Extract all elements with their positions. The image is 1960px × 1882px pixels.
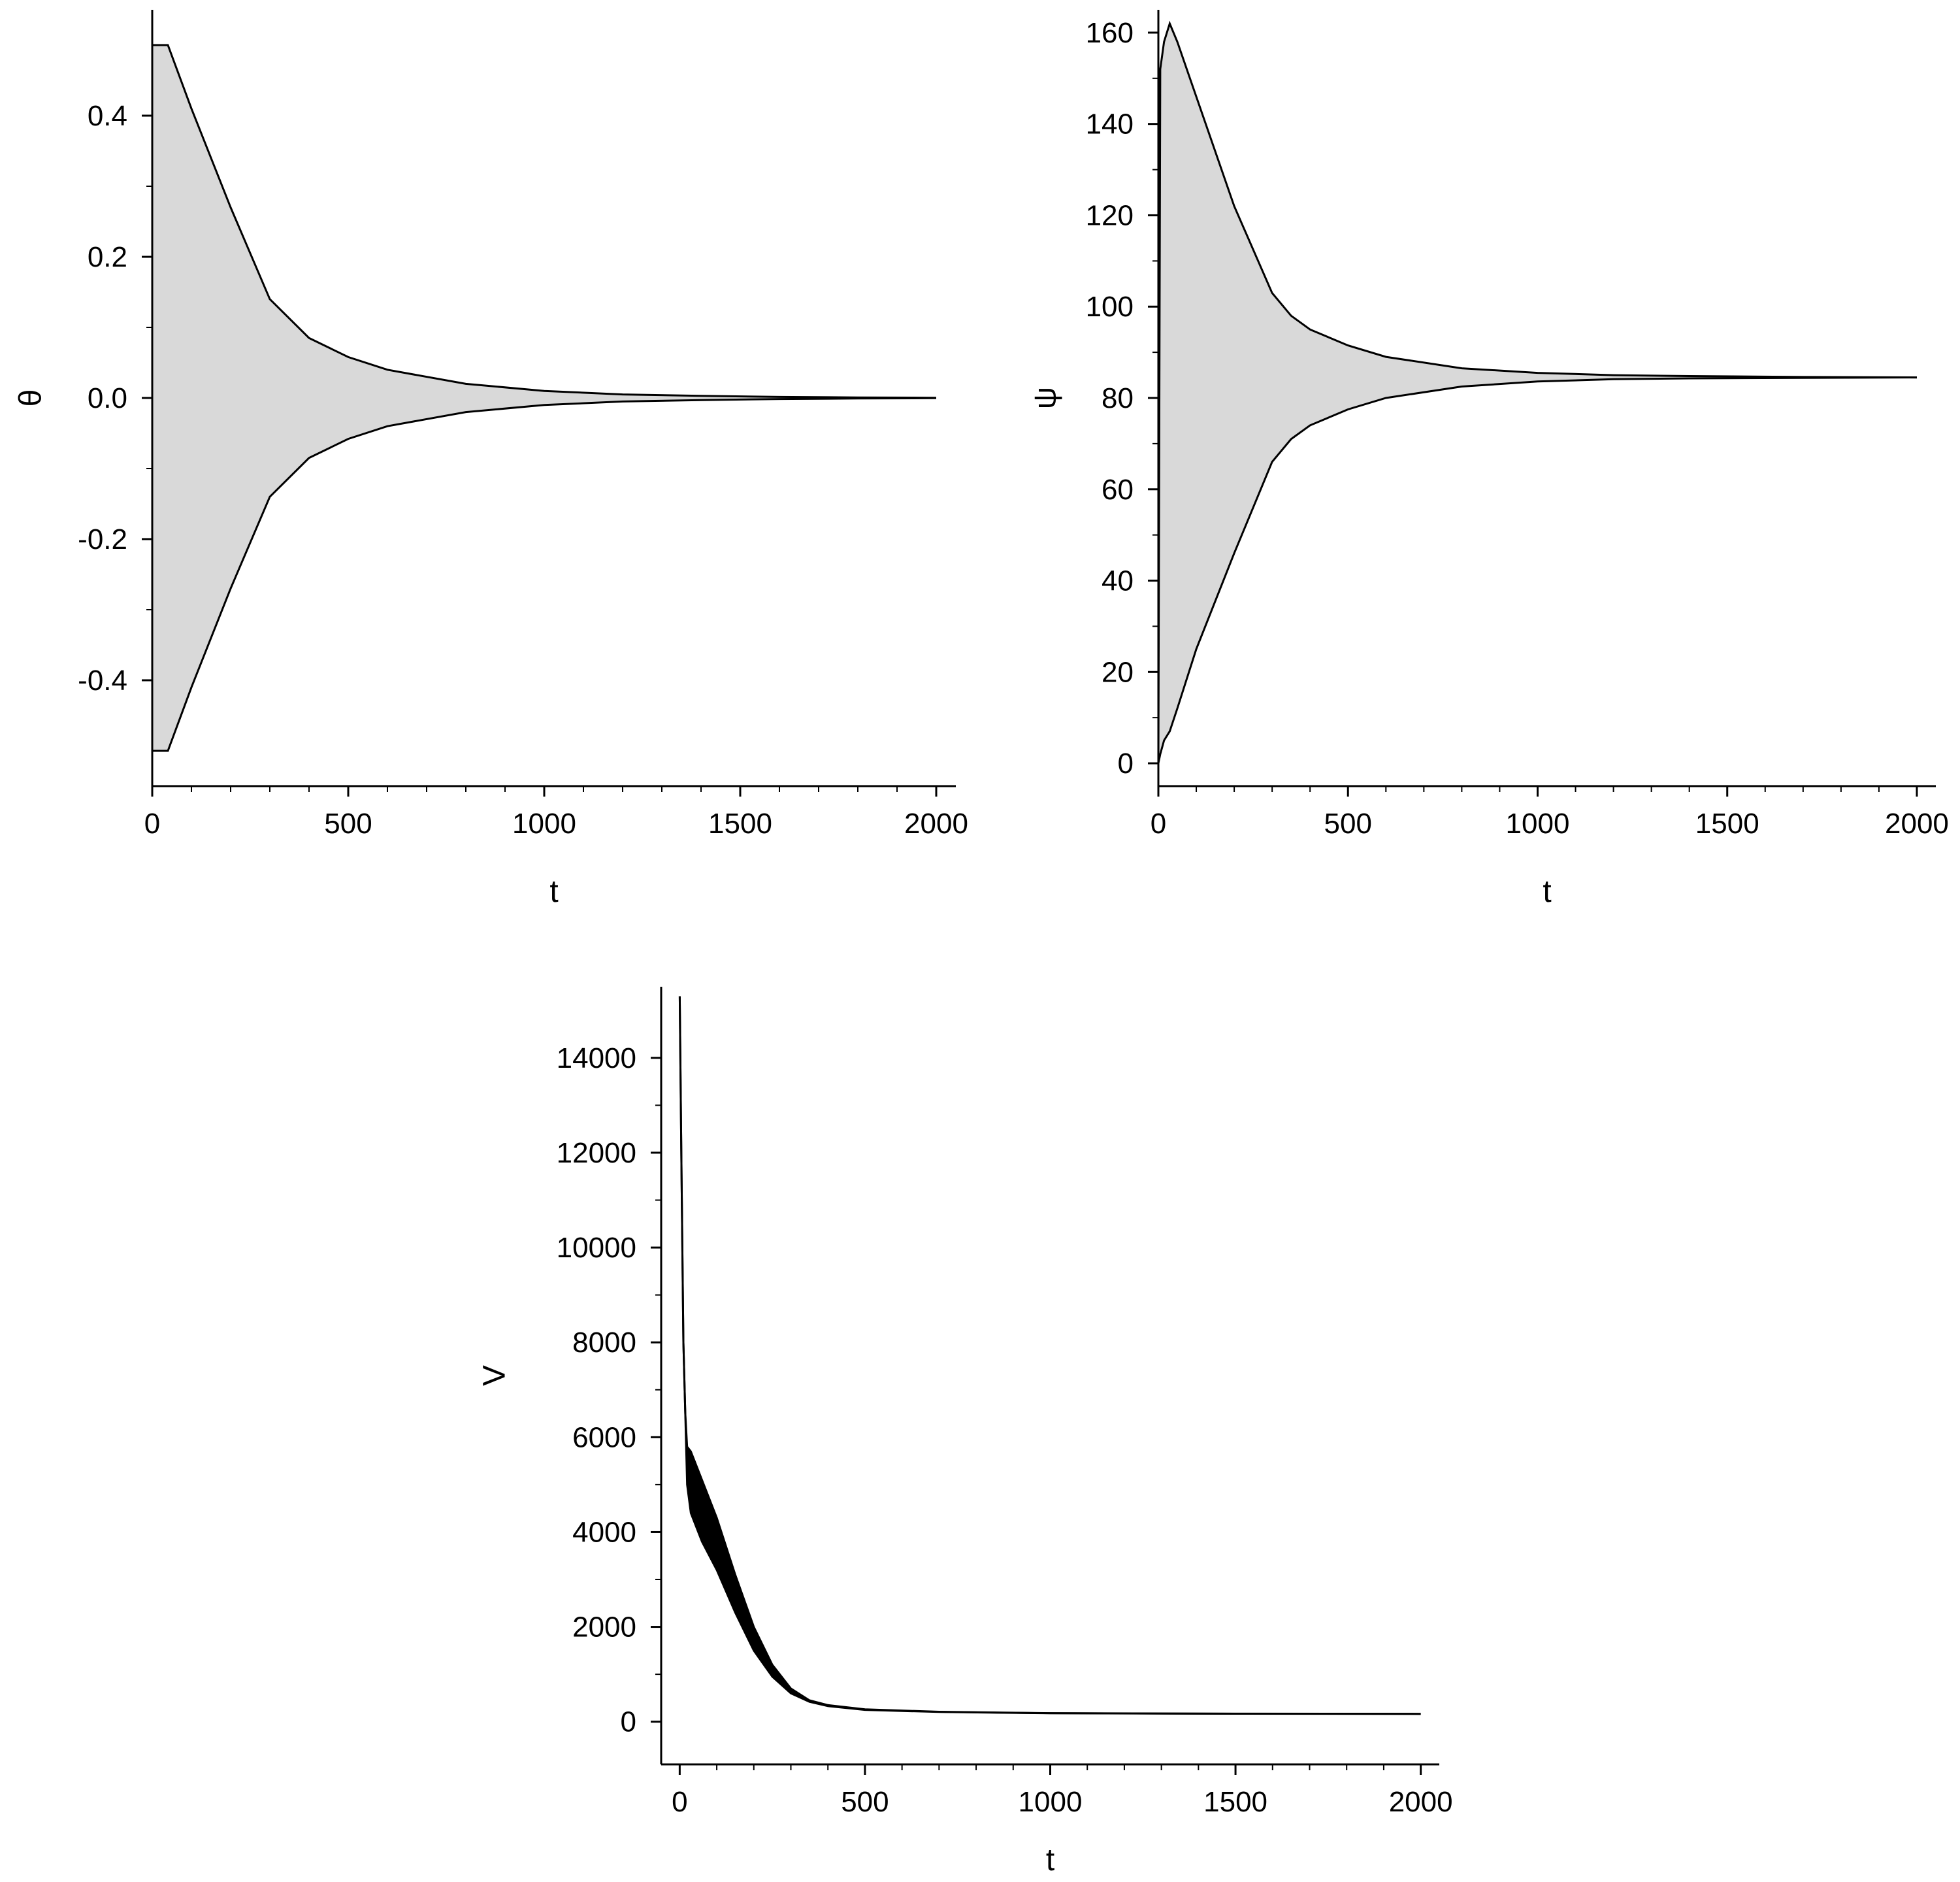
V-y-axis-title: V: [478, 1365, 512, 1386]
theta-x-tick-label: 1500: [708, 808, 772, 840]
psi-x-tick-label: 2000: [1885, 808, 1949, 840]
psi-x-tick-label: 1500: [1695, 808, 1759, 840]
V-x-tick-label: 500: [841, 1786, 889, 1818]
psi-y-tick-label: 120: [1086, 199, 1134, 231]
theta-x-axis-title: t: [549, 874, 558, 909]
psi-y-tick-label: 140: [1086, 108, 1134, 140]
V-y-tick-label: 0: [621, 1706, 636, 1738]
theta-panel: 0 500 1000 1500 2000 -0.4 -0.2 0.0 0.2 0.4 t θ: [14, 10, 968, 909]
psi-lower-envelope-line: [1157, 376, 1918, 764]
V-y-tick-label: 12000: [557, 1137, 636, 1169]
psi-x-tick-label: 500: [1324, 808, 1372, 840]
theta-y-tick-label: 0.2: [88, 241, 127, 273]
psi-y-tick-label: 0: [1118, 748, 1134, 780]
theta-y-tick-label: 0.0: [88, 382, 127, 414]
psi-x-axis-title: t: [1543, 874, 1551, 909]
V-y-tick-label: 4000: [572, 1516, 636, 1548]
V-envelope-band: [679, 996, 1421, 1714]
V-x-axis-title: t: [1046, 1843, 1054, 1877]
V-x-tick-label: 1500: [1203, 1786, 1267, 1818]
V-y-tick-label: 14000: [557, 1042, 636, 1074]
theta-y-axis-title: θ: [14, 389, 48, 407]
psi-y-tick-label: 20: [1102, 656, 1134, 688]
theta-x-tick-label: 1000: [512, 808, 576, 840]
psi-x-tick-label: 1000: [1506, 808, 1570, 840]
psi-panel: 0 500 1000 1500 2000 0 20 40 60 80 100 120 140 160 t ψ: [1028, 10, 1949, 909]
psi-envelope-band: [1158, 24, 1917, 764]
V-x-tick-label: 1000: [1019, 1786, 1083, 1818]
psi-y-tick-label: 80: [1102, 382, 1134, 414]
V-y-tick-label: 10000: [557, 1232, 636, 1264]
V-x-tick-label: 0: [672, 1786, 687, 1818]
V-y-tick-label: 6000: [572, 1421, 636, 1453]
v-panel: 0 500 1000 1500 2000 0 2000 4000 6000 8000 10000 12…: [478, 987, 1453, 1877]
theta-upper-envelope-line: [152, 44, 937, 399]
theta-x-tick-label: 2000: [904, 808, 968, 840]
theta-y-tick-label: -0.4: [78, 665, 127, 697]
theta-x-tick-label: 500: [324, 808, 372, 840]
theta-y-tick-label: -0.2: [78, 523, 127, 555]
psi-y-tick-label: 60: [1102, 474, 1134, 506]
psi-upper-envelope-line: [1157, 20, 1918, 764]
psi-y-tick-label: 40: [1102, 565, 1134, 597]
V-x-tick-label: 2000: [1389, 1786, 1453, 1818]
theta-lower-envelope-line: [152, 397, 937, 752]
theta-envelope-band: [152, 45, 936, 751]
psi-y-tick-label: 100: [1086, 291, 1134, 323]
psi-y-axis-title: ψ: [1028, 387, 1063, 409]
theta-y-tick-label: 0.4: [88, 100, 127, 132]
V-upper-envelope-line: [678, 996, 1421, 1715]
V-y-tick-label: 8000: [572, 1327, 636, 1359]
psi-x-tick-label: 0: [1151, 808, 1166, 840]
psi-y-tick-label: 160: [1086, 17, 1134, 49]
V-y-tick-label: 2000: [572, 1611, 636, 1643]
theta-x-tick-label: 0: [144, 808, 160, 840]
V-lower-envelope-line: [678, 996, 1421, 1715]
